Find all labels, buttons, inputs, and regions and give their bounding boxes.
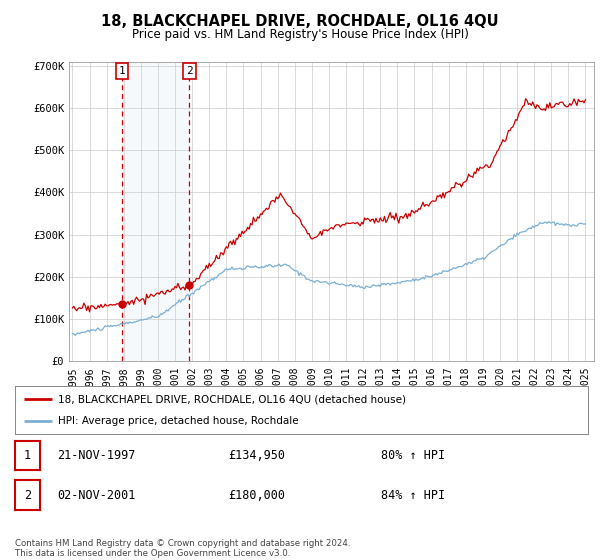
Text: HPI: Average price, detached house, Rochdale: HPI: Average price, detached house, Roch… <box>58 416 299 426</box>
Text: 1: 1 <box>24 449 31 463</box>
Text: £180,000: £180,000 <box>228 488 285 502</box>
Text: 18, BLACKCHAPEL DRIVE, ROCHDALE, OL16 4QU (detached house): 18, BLACKCHAPEL DRIVE, ROCHDALE, OL16 4Q… <box>58 394 406 404</box>
Text: 02-NOV-2001: 02-NOV-2001 <box>57 488 136 502</box>
Text: 2: 2 <box>24 488 31 502</box>
Text: 84% ↑ HPI: 84% ↑ HPI <box>381 488 445 502</box>
Text: 18, BLACKCHAPEL DRIVE, ROCHDALE, OL16 4QU: 18, BLACKCHAPEL DRIVE, ROCHDALE, OL16 4Q… <box>101 14 499 29</box>
Text: 1: 1 <box>118 66 125 76</box>
Text: 21-NOV-1997: 21-NOV-1997 <box>57 449 136 463</box>
Text: 2: 2 <box>186 66 193 76</box>
Text: Price paid vs. HM Land Registry's House Price Index (HPI): Price paid vs. HM Land Registry's House … <box>131 28 469 41</box>
Text: Contains HM Land Registry data © Crown copyright and database right 2024.
This d: Contains HM Land Registry data © Crown c… <box>15 539 350 558</box>
Text: £134,950: £134,950 <box>228 449 285 463</box>
Text: 80% ↑ HPI: 80% ↑ HPI <box>381 449 445 463</box>
Bar <box>122 62 190 361</box>
